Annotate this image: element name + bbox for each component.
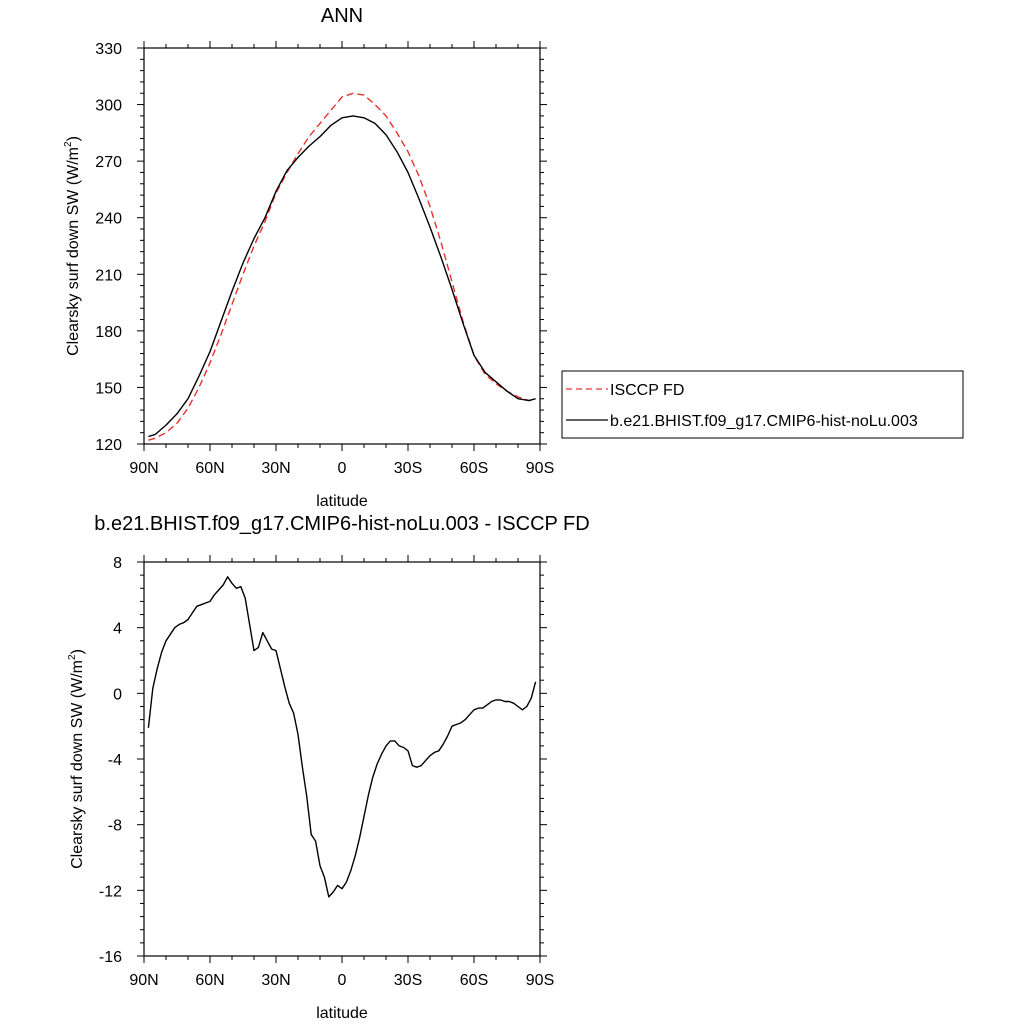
top-y-tick-label: 270 xyxy=(95,154,122,171)
top-x-tick-label: 60S xyxy=(460,460,488,477)
top-x-tick-label: 90N xyxy=(129,460,158,477)
bottom-y-axis-label: Clearsky surf down SW (W/m2) xyxy=(67,649,86,869)
top-series-group xyxy=(148,92,536,441)
top-plot-frame xyxy=(143,47,541,445)
legend-box xyxy=(561,370,964,439)
bottom-y-tick-label: -4 xyxy=(108,752,122,769)
top-y-tick-label: 210 xyxy=(95,267,122,284)
bottom-plot-frame xyxy=(143,561,541,957)
top-axis-ticks: 90N 60N 30N 0 30S 60S 90S 120 150 180 210 240 270 300… xyxy=(95,41,554,477)
bottom-x-tick-label: 60S xyxy=(460,972,488,989)
top-y-tick-label: 330 xyxy=(95,41,122,58)
top-x-tick-label: 30S xyxy=(394,460,422,477)
bottom-y-tick-label: 4 xyxy=(113,621,122,638)
top-x-tick-label: 60N xyxy=(195,460,224,477)
top-y-tick-label: 150 xyxy=(95,380,122,397)
bottom-x-axis-label: latitude xyxy=(316,1005,368,1022)
top-y-tick-label: 300 xyxy=(95,98,122,115)
top-x-tick-label: 0 xyxy=(338,460,347,477)
top-y-axis-label: Clearsky surf down SW (W/m2) xyxy=(63,136,82,356)
legend-label-isccp: ISCCP FD xyxy=(610,382,684,399)
top-y-tick-label: 240 xyxy=(95,211,122,228)
top-x-axis-label: latitude xyxy=(316,493,368,510)
bottom-x-tick-label: 30N xyxy=(261,972,290,989)
bottom-y-tick-label: -8 xyxy=(108,818,122,835)
bottom-x-tick-label: 30S xyxy=(394,972,422,989)
top-y-tick-label: 180 xyxy=(95,324,122,341)
legend-label-model: b.e21.BHIST.f09_g17.CMIP6-hist-noLu.003 xyxy=(610,413,918,430)
top-x-tick-label: 90S xyxy=(526,460,554,477)
bottom-y-tick-label: 0 xyxy=(113,686,122,703)
bottom-x-tick-label: 0 xyxy=(338,972,347,989)
top-chart-title: ANN xyxy=(321,5,363,27)
bottom-series-line-model xyxy=(147,576,537,898)
bottom-series-group xyxy=(147,576,537,898)
bottom-panel: b.e21.BHIST.f09_g17.CMIP6-hist-noLu.003 … xyxy=(67,513,590,1022)
top-x-tick-label: 30N xyxy=(261,460,290,477)
bottom-axis-ticks: 90N 60N 30N 0 30S 60S 90S -16 -12 -8 -4 0 4 8 xyxy=(99,555,554,989)
legend: ISCCP FD b.e21.BHIST.f09_g17.CMIP6-hist-… xyxy=(561,370,964,439)
bottom-x-tick-label: 60N xyxy=(195,972,224,989)
top-series-line-model xyxy=(148,115,536,438)
bottom-x-tick-label: 90N xyxy=(129,972,158,989)
top-y-tick-label: 120 xyxy=(95,437,122,454)
top-series-line-isccp xyxy=(148,92,536,441)
bottom-y-tick-label: -16 xyxy=(99,949,122,966)
bottom-y-tick-label: -12 xyxy=(99,883,122,900)
bottom-y-tick-label: 8 xyxy=(113,555,122,572)
top-panel: ANN 90N 60N 30N 0 30S 60S 90S 120 150 180 210 240 27… xyxy=(63,5,964,510)
bottom-x-tick-label: 90S xyxy=(526,972,554,989)
bottom-chart-title: b.e21.BHIST.f09_g17.CMIP6-hist-noLu.003 … xyxy=(94,513,589,535)
